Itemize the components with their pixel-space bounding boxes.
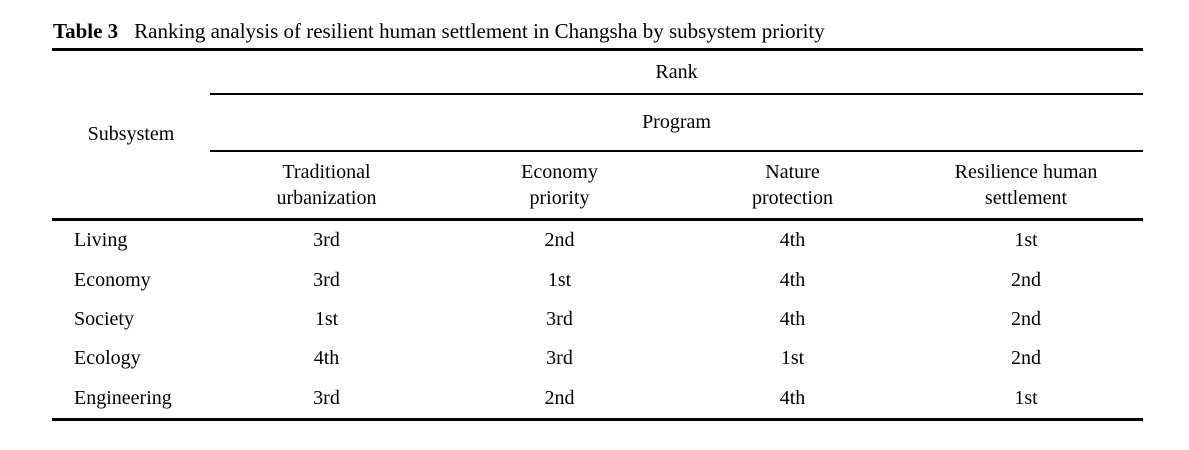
rank-cell: 4th bbox=[779, 229, 806, 252]
program-spanner-row: Program bbox=[52, 94, 1144, 152]
row-label-economy: Economy bbox=[74, 268, 151, 291]
table-row-ecology: Ecology 4th 3rd 1st 2nd bbox=[52, 339, 1143, 378]
table-row-engineering: Engineering 3rd 2nd 4th 1st bbox=[52, 378, 1144, 421]
table-row-economy: Economy 3rd 1st 4th 2nd bbox=[52, 260, 1143, 299]
rank-cell: 2nd bbox=[544, 229, 575, 252]
column-header-resilience-human-settlement: Resilience human settlement bbox=[909, 151, 1144, 221]
rank-cell: 1st bbox=[780, 347, 805, 370]
rank-cell: 1st bbox=[1014, 229, 1038, 252]
rank-cell: 2nd bbox=[1011, 307, 1042, 330]
program-spanner-header: Program bbox=[210, 94, 1144, 152]
column-header-economy-priority: Economy priority bbox=[443, 151, 676, 221]
rank-cell: 4th bbox=[779, 268, 806, 291]
ranking-table: Subsystem Rank Program Traditional urban… bbox=[52, 48, 1144, 421]
rank-cell: 2nd bbox=[1011, 268, 1042, 291]
table-caption-text: Ranking analysis of resilient human sett… bbox=[134, 19, 825, 43]
table-caption-number: Table 3 bbox=[53, 19, 119, 43]
rank-cell: 4th bbox=[779, 307, 806, 330]
rank-cell: 1st bbox=[314, 307, 339, 330]
subsystem-column-header: Subsystem bbox=[52, 48, 210, 221]
rank-spanner-row: Subsystem Rank bbox=[52, 48, 1144, 221]
rank-cell: 2nd bbox=[1011, 347, 1042, 370]
column-header-nature-protection: Nature protection bbox=[676, 151, 909, 221]
rank-spanner-header: Rank bbox=[210, 48, 1144, 95]
table-row-living: Living 3rd 2nd 4th 1st bbox=[52, 220, 1143, 261]
rank-cell: 3rd bbox=[546, 347, 573, 370]
rank-cell: 3rd bbox=[313, 268, 340, 291]
rank-cell: 3rd bbox=[546, 307, 573, 330]
rank-cell: 1st bbox=[909, 378, 1144, 421]
row-label-living: Living bbox=[74, 229, 128, 252]
row-label-ecology: Ecology bbox=[74, 347, 141, 370]
table-row-society: Society 1st 3rd 4th 2nd bbox=[52, 300, 1143, 339]
rank-cell: 4th bbox=[313, 347, 340, 370]
rank-cell: 4th bbox=[676, 378, 909, 421]
row-label-society: Society bbox=[74, 307, 134, 330]
rank-cell: 2nd bbox=[443, 378, 676, 421]
column-header-row: Traditional urbanization Economy priorit… bbox=[52, 151, 1144, 221]
rank-cell: 3rd bbox=[210, 378, 443, 421]
column-header-traditional-urbanization: Traditional urbanization bbox=[210, 151, 443, 221]
rank-cell: 1st bbox=[547, 268, 572, 291]
table-caption: Table 3 Ranking analysis of resilient hum… bbox=[53, 17, 825, 45]
row-label-engineering: Engineering bbox=[52, 378, 210, 421]
rank-cell: 3rd bbox=[313, 229, 340, 252]
